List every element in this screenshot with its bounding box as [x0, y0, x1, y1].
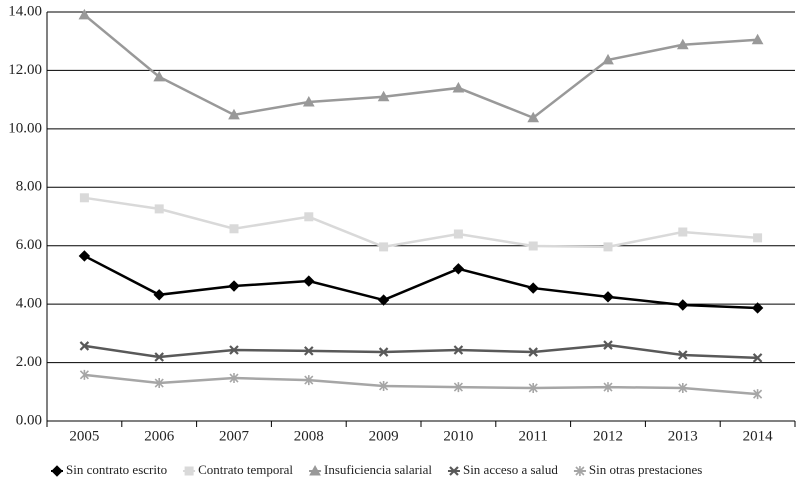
series-line [83, 13, 758, 120]
x-tick-label: 2011 [518, 428, 547, 444]
legend-label: Sin acceso a salud [463, 462, 558, 477]
marker [453, 382, 463, 393]
x-tick-label: 2009 [369, 428, 399, 444]
y-tick-label: 0.00 [16, 412, 42, 428]
y-tick-label: 10.00 [8, 120, 42, 136]
marker [603, 382, 613, 393]
marker [229, 373, 239, 384]
marker [453, 345, 464, 355]
marker [751, 302, 764, 314]
legend-label: Contrato temporal [198, 462, 293, 477]
legend: Sin contrato escrito Contrato temporal Ins… [51, 462, 702, 477]
marker [154, 204, 164, 214]
marker [678, 382, 688, 393]
legend-label: Insuficiencia salarial [324, 462, 432, 477]
x-tick-label: 2008 [294, 428, 324, 444]
marker [153, 70, 166, 82]
marker [78, 250, 91, 262]
x-tick-label: 2010 [443, 428, 473, 444]
marker [304, 375, 314, 386]
marker [228, 280, 240, 292]
y-tick-label: 6.00 [16, 237, 42, 253]
marker [678, 350, 688, 360]
x-tick-label: 2014 [743, 428, 774, 444]
marker [453, 229, 463, 239]
marker [528, 241, 538, 251]
marker [452, 81, 465, 93]
marker [452, 263, 465, 275]
y-tick-label: 4.00 [16, 296, 42, 312]
y-tick-label: 14.00 [8, 3, 42, 19]
marker [378, 347, 389, 357]
marker [676, 38, 689, 50]
y-tick-label: 12.00 [8, 62, 42, 78]
marker [302, 95, 315, 107]
y-tick-label: 8.00 [16, 179, 42, 195]
marker [528, 382, 538, 393]
marker [303, 275, 315, 287]
legend-label: Sin otras prestaciones [589, 462, 702, 477]
x-tick-label: 2007 [219, 428, 250, 444]
marker [304, 346, 314, 356]
marker [377, 90, 390, 102]
marker [379, 380, 389, 391]
marker [602, 53, 614, 65]
marker [184, 466, 194, 476]
marker [229, 345, 239, 355]
marker [78, 8, 91, 20]
series-line [84, 343, 758, 360]
marker [528, 347, 538, 357]
marker [527, 282, 539, 294]
marker [79, 193, 89, 203]
legend-label: Sin contrato escrito [66, 462, 167, 477]
marker [678, 227, 688, 237]
marker [153, 289, 165, 301]
series-line [83, 254, 758, 310]
x-tick-label: 2006 [144, 428, 175, 444]
marker [79, 369, 89, 380]
x-tick-label: 2005 [69, 428, 99, 444]
marker [753, 389, 763, 400]
marker [379, 242, 389, 252]
marker [229, 224, 239, 234]
marker [575, 466, 585, 476]
marker [602, 291, 614, 303]
marker [309, 464, 321, 476]
marker [79, 341, 90, 351]
marker [752, 353, 763, 363]
marker [603, 242, 613, 252]
marker [377, 294, 390, 306]
marker [228, 108, 240, 120]
series-line [84, 196, 758, 249]
marker [449, 466, 459, 476]
x-tick-label: 2012 [593, 428, 623, 444]
marker [527, 111, 540, 123]
marker [753, 233, 763, 243]
marker [154, 352, 164, 362]
marker [677, 299, 689, 311]
marker [51, 465, 63, 477]
series-line [84, 373, 758, 396]
marker [603, 340, 613, 350]
x-tick-label: 2013 [668, 428, 698, 444]
marker [304, 212, 314, 222]
marker [751, 33, 764, 45]
marker [154, 378, 164, 389]
y-tick-label: 2.00 [16, 354, 42, 370]
